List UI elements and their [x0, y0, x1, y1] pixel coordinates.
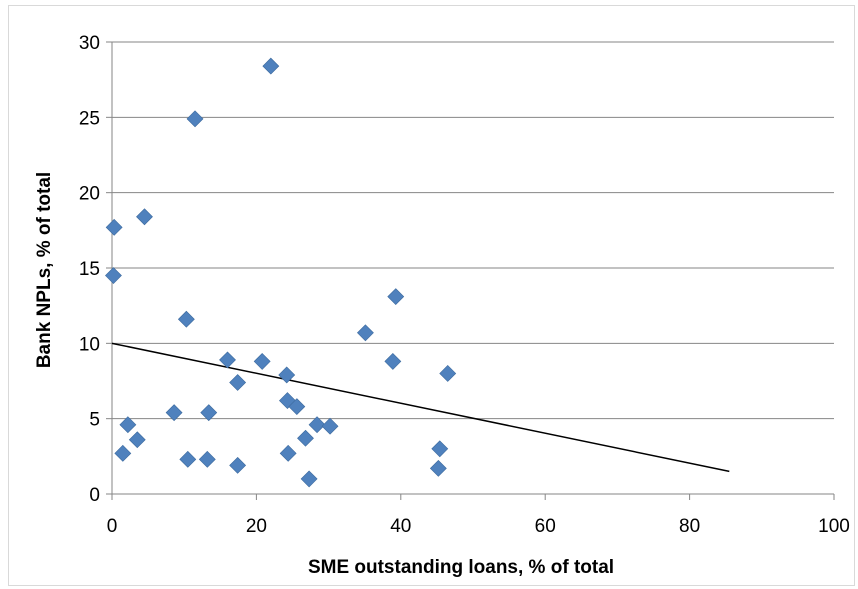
chart-border: [8, 5, 855, 586]
axes: [111, 42, 835, 500]
data-point: [278, 366, 296, 384]
data-point: [219, 351, 236, 369]
data-point: [119, 416, 137, 434]
y-axis-title: Bank NPLs, % of total: [34, 172, 55, 368]
data-point: [384, 352, 402, 370]
data-point: [387, 288, 405, 306]
x-tick-label: 100: [818, 516, 850, 537]
data-point: [439, 365, 457, 382]
y-tick-label: 5: [89, 410, 100, 431]
x-tick-labels: 0 20 40 60 80 100: [107, 516, 850, 537]
data-point: [179, 450, 197, 468]
x-tick-label: 80: [679, 516, 700, 537]
data-point: [253, 352, 271, 370]
y-tick-labels: 0 5 10 15 20 25 30: [79, 33, 100, 506]
data-point: [431, 440, 449, 458]
data-point: [105, 218, 123, 236]
data-point: [136, 208, 153, 226]
data-point: [198, 450, 216, 468]
data-point: [128, 431, 146, 449]
trendline: [111, 342, 730, 473]
x-tick-label: 20: [246, 516, 267, 537]
trendline-group: [111, 342, 730, 473]
data-point: [200, 404, 218, 422]
data-point: [300, 470, 318, 488]
x-tick-label: 40: [390, 516, 411, 537]
y-tick-label: 30: [79, 33, 100, 54]
y-tick-label: 25: [79, 108, 100, 129]
data-point: [279, 444, 297, 462]
data-point: [262, 57, 280, 75]
data-point: [229, 456, 247, 474]
y-tick-label: 0: [89, 485, 100, 506]
data-point: [288, 398, 306, 416]
data-point: [308, 416, 326, 434]
x-axis-title: SME outstanding loans, % of total: [308, 557, 614, 578]
data-points: [105, 57, 457, 488]
data-point: [321, 417, 339, 435]
y-tick-label: 15: [79, 259, 100, 280]
gridlines: [106, 41, 834, 495]
y-tick-label: 10: [79, 334, 100, 355]
x-tick-label: 60: [535, 516, 556, 537]
data-point: [186, 110, 204, 128]
data-point: [114, 444, 132, 462]
data-point: [229, 374, 247, 391]
data-point: [177, 310, 195, 328]
data-point: [105, 267, 122, 284]
data-point: [297, 429, 314, 447]
data-point: [165, 404, 183, 422]
y-tick-label: 20: [79, 184, 100, 205]
x-tick-label: 0: [107, 516, 118, 537]
data-point: [356, 324, 374, 342]
data-point: [429, 459, 447, 477]
